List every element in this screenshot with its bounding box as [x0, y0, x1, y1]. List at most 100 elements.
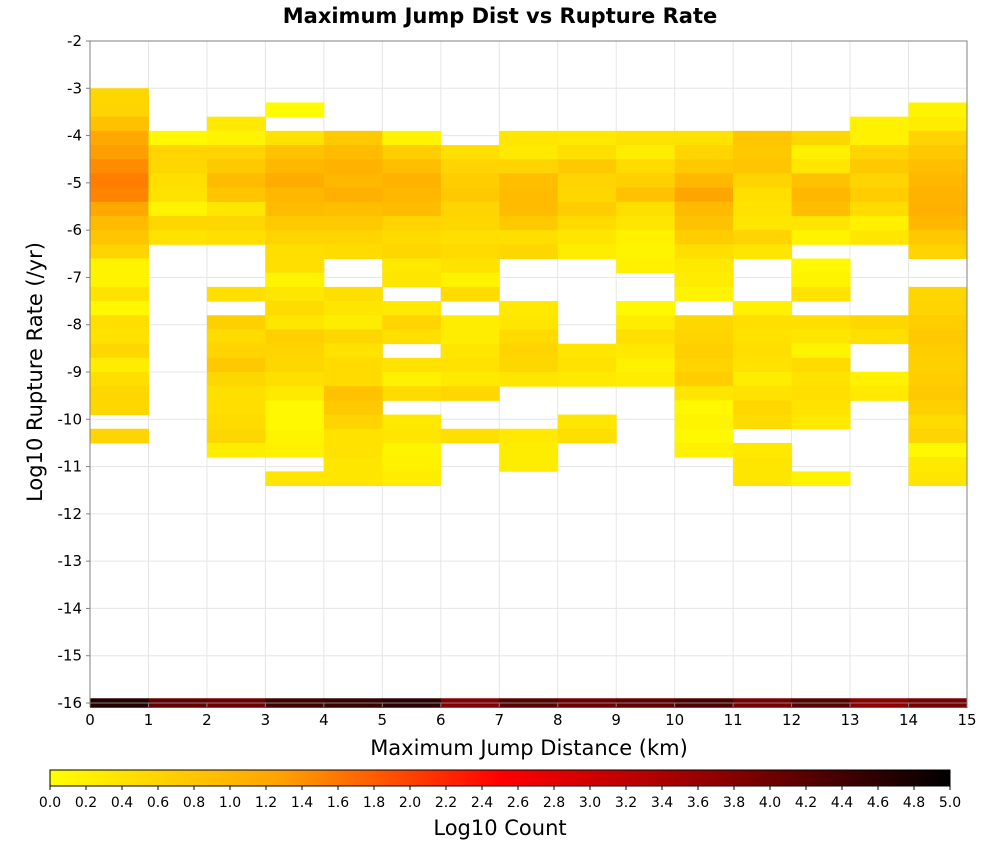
heatmap-cell: [791, 471, 851, 486]
y-tick-label: -7: [67, 268, 82, 286]
heatmap-cell: [791, 187, 851, 203]
heatmap-cell: [90, 343, 149, 359]
colorbar: [49, 769, 951, 787]
heatmap-cell: [499, 457, 559, 472]
heatmap-cell: [674, 215, 734, 231]
heatmap-cell: [674, 315, 734, 330]
heatmap-cell: [90, 258, 149, 274]
heatmap-cell: [440, 386, 500, 401]
heatmap-cell: [440, 357, 500, 373]
heatmap-cell: [616, 130, 676, 146]
heatmap-cell: [908, 102, 968, 118]
heatmap-cell: [382, 187, 442, 203]
heatmap-cell: [382, 301, 442, 316]
colorbar-ticks: 0.0 0.2 0.4 0.6 0.8 1.0 1.2 1.4 1.6 1.8 2.0 2.2 2.4 2…: [39, 786, 961, 811]
heatmap-cell: [265, 215, 325, 231]
heatmap-cell: [733, 357, 793, 373]
heatmap-cell: [791, 386, 851, 401]
heatmap-cell: [382, 372, 442, 387]
heatmap-cell: [90, 286, 149, 302]
heatmap-cell: [791, 215, 851, 231]
heatmap-cell: [90, 386, 149, 401]
heatmap-cell: [674, 286, 734, 302]
heatmap-cell: [90, 145, 149, 160]
x-tick-label: 7: [494, 711, 504, 729]
heatmap-cell: [265, 187, 325, 203]
heatmap-cell: [908, 471, 968, 486]
heatmap-cell: [440, 343, 500, 359]
colorbar-tick-label: 0.2: [75, 795, 97, 811]
heatmap-cell: [206, 442, 266, 458]
heatmap-cell: [791, 400, 851, 416]
heatmap-cell: [440, 315, 500, 330]
heatmap-cell: [206, 386, 266, 401]
heatmap-cell: [323, 159, 383, 174]
y-tick-label: -13: [58, 552, 83, 570]
heatmap-cell: [440, 428, 500, 444]
colorbar-tick-label: 4.4: [831, 795, 853, 811]
heatmap-cell: [616, 244, 676, 260]
heatmap-cell: [90, 244, 149, 260]
heatmap-cell: [850, 130, 910, 146]
x-axis-label: Maximum Jump Distance (km): [370, 736, 688, 760]
heatmap-cell: [850, 230, 910, 245]
heatmap-cell: [616, 201, 676, 217]
y-tick-label: -6: [67, 221, 82, 239]
heatmap-cell: [265, 414, 325, 430]
heatmap-cell: [616, 343, 676, 359]
heatmap-cell: [850, 159, 910, 174]
heatmap-cell: [499, 442, 559, 458]
heatmap-cell: [265, 145, 325, 160]
x-tick-label: 13: [841, 711, 860, 729]
heatmap-cell: [908, 357, 968, 373]
colorbar-tick-label: 2.4: [471, 795, 493, 811]
heatmap-cell: [850, 145, 910, 160]
heatmap-cell: [850, 386, 910, 401]
heatmap-cell: [206, 343, 266, 359]
heatmap-cell: [499, 159, 559, 174]
heatmap-cell: [850, 372, 910, 387]
heatmap-cell: [908, 457, 968, 472]
heatmap-cell: [733, 130, 793, 146]
heatmap-cell: [616, 230, 676, 245]
heatmap-cell: [90, 329, 149, 345]
y-tick-label: -3: [67, 79, 82, 97]
heatmap-cell: [206, 357, 266, 373]
heatmap-cell: [850, 173, 910, 189]
heatmap-cell: [440, 201, 500, 217]
heatmap-cell: [733, 301, 793, 316]
heatmap-cell: [382, 215, 442, 231]
heatmap-cell: [440, 258, 500, 274]
heatmap-cell: [90, 400, 149, 416]
heatmap-cell: [90, 357, 149, 373]
heatmap-cell: [674, 400, 734, 416]
colorbar-tick-label: 1.0: [219, 795, 241, 811]
x-tick-label: 15: [957, 711, 976, 729]
heatmap-cell: [557, 215, 617, 231]
heatmap-cell: [908, 428, 968, 444]
heatmap-cell: [382, 414, 442, 430]
heatmap-cell: [908, 301, 968, 316]
colorbar-tick-label: 5.0: [939, 795, 961, 811]
x-tick-label: 10: [665, 711, 684, 729]
heatmap-cell: [733, 244, 793, 260]
x-tick-label: 6: [436, 711, 446, 729]
heatmap-cell: [323, 201, 383, 217]
heatmap-cell: [90, 102, 149, 118]
heatmap-cell: [499, 201, 559, 217]
heatmap-cell: [791, 286, 851, 302]
heatmap-cell: [850, 329, 910, 345]
heatmap-cell: [616, 145, 676, 160]
heatmap-cell: [674, 187, 734, 203]
heatmap-cell: [674, 414, 734, 430]
heatmap-cell: [674, 173, 734, 189]
heatmap-cell: [323, 372, 383, 387]
y-axis-label: Log10 Rupture Rate (/yr): [23, 242, 47, 502]
heatmap-cell: [382, 442, 442, 458]
heatmap-cell: [791, 329, 851, 345]
colorbar-tick-label: 1.2: [255, 795, 277, 811]
colorbar-tick-label: 1.8: [363, 795, 385, 811]
heatmap-cell: [90, 159, 149, 174]
heatmap-cell: [791, 130, 851, 146]
heatmap-cell: [733, 230, 793, 245]
